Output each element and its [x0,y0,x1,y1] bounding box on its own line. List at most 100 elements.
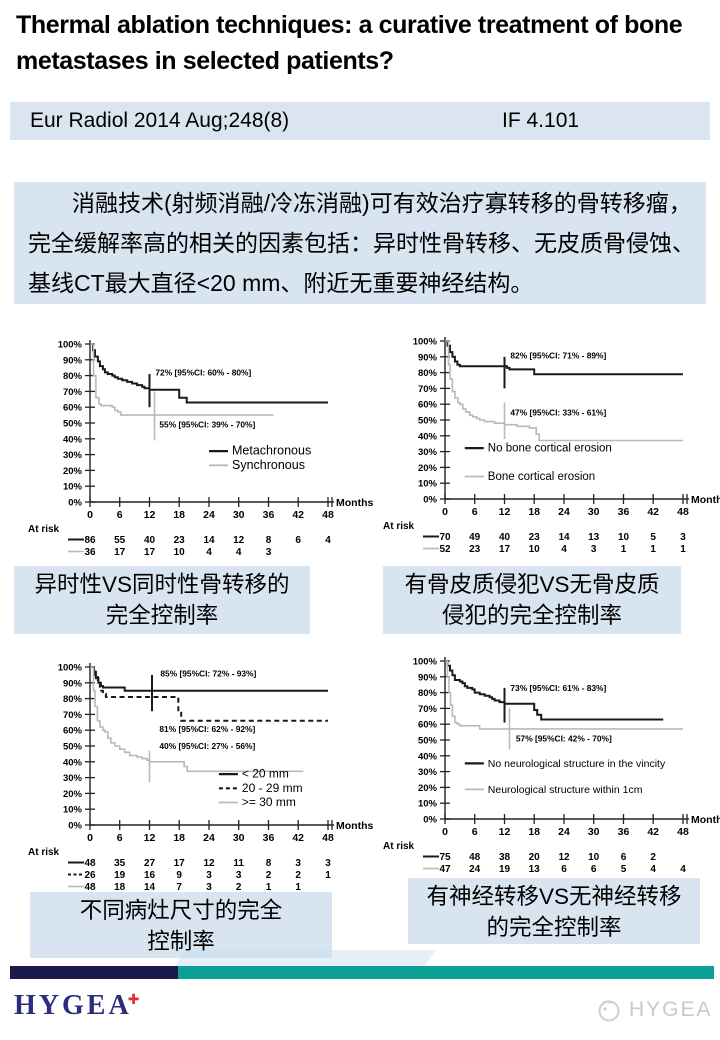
svg-text:6: 6 [621,852,627,863]
caption-line: 有神经转移VS无神经转移 [426,884,682,909]
svg-text:9: 9 [176,870,182,881]
svg-text:12: 12 [144,509,156,521]
svg-text:90%: 90% [63,355,83,366]
svg-text:3: 3 [591,544,597,555]
svg-text:0%: 0% [423,495,437,506]
svg-text:42: 42 [647,826,659,838]
svg-text:18: 18 [528,826,540,838]
svg-text:23: 23 [529,532,541,543]
svg-text:3: 3 [236,870,242,881]
summary-line: 消融技术(射频消融/冷冻消融)可有效治疗寡转移的骨转移瘤， [72,190,692,216]
svg-text:1: 1 [295,882,301,893]
caption-line: 完全控制率 [105,603,219,628]
svg-text:35: 35 [114,858,126,869]
summary-line: 基线CT最大直径<20 mm、附近无重要神经结构。 [28,270,534,296]
svg-text:0%: 0% [68,821,82,832]
svg-text:4: 4 [561,544,567,555]
caption-line: 异时性VS同时性骨转移的 [34,572,290,597]
svg-text:13: 13 [588,532,600,543]
svg-text:6: 6 [472,506,478,518]
svg-text:4: 4 [650,864,656,875]
svg-text:48: 48 [84,882,96,893]
svg-text:40% [95%CI: 27% - 56%]: 40% [95%CI: 27% - 56%] [159,741,255,751]
svg-text:49: 49 [469,532,481,543]
svg-text:72% [95%CI: 60% - 80%]: 72% [95%CI: 60% - 80%] [155,368,251,378]
svg-text:18: 18 [114,882,126,893]
svg-text:7: 7 [176,882,182,893]
svg-text:60%: 60% [63,403,83,414]
svg-text:12: 12 [499,826,511,838]
svg-text:At risk: At risk [28,524,60,535]
svg-text:6: 6 [117,832,123,844]
svg-text:10%: 10% [418,799,438,810]
svg-text:100%: 100% [413,337,438,348]
svg-text:8: 8 [266,858,272,869]
svg-text:1: 1 [650,544,656,555]
svg-text:0: 0 [87,832,93,844]
svg-text:10%: 10% [418,479,438,490]
svg-text:12: 12 [144,832,156,844]
svg-text:24: 24 [203,832,215,844]
svg-text:40: 40 [499,532,511,543]
svg-text:Metachronous: Metachronous [232,444,311,458]
svg-text:1: 1 [325,870,331,881]
svg-text:10%: 10% [63,482,83,493]
caption-lesion-size: 不同病灶尺寸的完全 控制率 [30,892,332,958]
svg-text:70%: 70% [63,387,83,398]
svg-text:12: 12 [233,535,245,546]
svg-text:4: 4 [206,547,212,558]
svg-text:20%: 20% [418,783,438,794]
svg-text:0%: 0% [68,498,82,509]
journal-bar: Eur Radiol 2014 Aug;248(8) IF 4.101 [10,102,710,140]
summary-line: 完全缓解率高的相关的因素包括：异时性骨转移、无皮质骨侵蚀、 [28,230,695,256]
svg-text:12: 12 [558,852,570,863]
caption-cortical-erosion: 有骨皮质侵犯VS无骨皮质 侵犯的完全控制率 [383,566,681,634]
svg-text:48: 48 [322,509,334,521]
svg-text:18: 18 [528,506,540,518]
svg-text:13: 13 [529,864,541,875]
svg-text:26: 26 [84,870,96,881]
svg-text:36: 36 [263,509,275,521]
svg-text:14: 14 [203,535,215,546]
svg-text:At risk: At risk [383,841,415,852]
svg-text:100%: 100% [413,657,438,668]
svg-text:48: 48 [469,852,481,863]
svg-text:6: 6 [561,864,567,875]
svg-text:17: 17 [114,547,126,558]
svg-text:30: 30 [588,506,600,518]
svg-text:70%: 70% [63,710,83,721]
svg-text:Months: Months [691,814,720,826]
svg-text:No neurological structure in t: No neurological structure in the vincity [488,758,666,770]
svg-text:86: 86 [84,535,96,546]
svg-text:3: 3 [206,882,212,893]
svg-text:3: 3 [295,858,301,869]
svg-text:20 - 29 mm: 20 - 29 mm [242,781,303,795]
svg-text:60%: 60% [418,400,438,411]
hygea-emblem-icon [598,1000,620,1022]
svg-text:40%: 40% [63,757,83,768]
svg-text:40%: 40% [418,751,438,762]
svg-text:3: 3 [206,870,212,881]
svg-text:30%: 30% [63,773,83,784]
svg-text:42: 42 [292,832,304,844]
caption-line: 的完全控制率 [486,915,622,940]
svg-text:4: 4 [236,547,242,558]
svg-text:80%: 80% [418,688,438,699]
svg-text:10%: 10% [63,805,83,816]
svg-text:18: 18 [173,832,185,844]
svg-text:24: 24 [558,826,570,838]
svg-text:90%: 90% [418,672,438,683]
svg-text:55% [95%CI: 39% - 70%]: 55% [95%CI: 39% - 70%] [159,420,255,430]
svg-text:60%: 60% [63,726,83,737]
svg-text:6: 6 [295,535,301,546]
svg-text:52: 52 [439,544,451,555]
svg-text:47: 47 [439,864,451,875]
svg-text:Months: Months [691,494,720,506]
svg-text:80%: 80% [63,694,83,705]
svg-text:2: 2 [266,870,272,881]
svg-text:6: 6 [117,509,123,521]
svg-text:18: 18 [173,509,185,521]
svg-text:3: 3 [680,532,686,543]
svg-text:19: 19 [114,870,126,881]
